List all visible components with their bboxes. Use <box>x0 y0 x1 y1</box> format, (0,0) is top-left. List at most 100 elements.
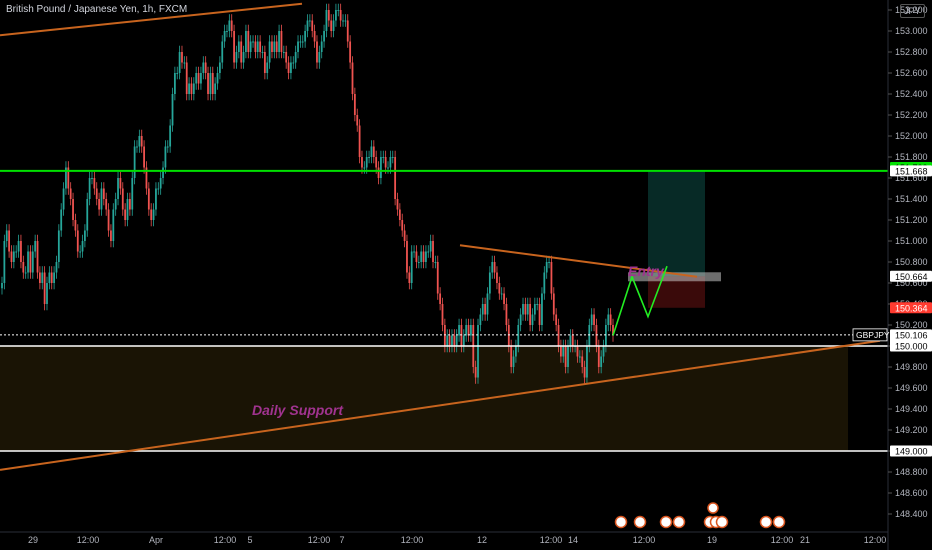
candle <box>335 10 337 21</box>
candle <box>261 52 264 53</box>
candle <box>432 241 434 262</box>
candle <box>171 94 174 126</box>
candle <box>83 230 86 241</box>
candle <box>195 73 198 84</box>
candle <box>8 230 11 252</box>
candle <box>609 314 612 325</box>
candle <box>162 167 164 178</box>
candle <box>451 335 453 346</box>
event-marker <box>715 515 729 529</box>
price-label: 150.364 <box>895 303 928 313</box>
candle <box>564 346 567 367</box>
candle <box>50 272 53 283</box>
candle <box>273 41 276 52</box>
daily-support-zone <box>0 346 848 451</box>
candle <box>548 262 550 263</box>
candle <box>36 241 39 273</box>
price-label-bg <box>890 340 932 352</box>
candle <box>65 167 67 189</box>
candle <box>287 62 290 73</box>
candle <box>517 325 520 346</box>
candle <box>185 62 188 94</box>
candle <box>453 335 456 346</box>
candle <box>268 41 271 63</box>
candle <box>408 272 411 283</box>
x-tick-label: Apr <box>149 535 163 545</box>
candle <box>531 314 534 325</box>
candle <box>15 251 18 253</box>
candle <box>571 335 574 346</box>
candle <box>361 157 363 168</box>
candle <box>242 52 245 63</box>
candle <box>240 41 243 63</box>
price-label: 150.000 <box>895 342 928 352</box>
candle <box>53 272 56 283</box>
candle <box>43 272 46 304</box>
candle <box>536 304 539 305</box>
candle <box>209 73 212 94</box>
candle <box>128 199 131 210</box>
candle <box>211 73 214 94</box>
candle <box>512 356 515 367</box>
candle <box>152 209 155 220</box>
y-tick-label: 152.800 <box>895 47 928 57</box>
candle <box>526 304 529 315</box>
candle <box>145 167 148 189</box>
x-tick-label: 14 <box>568 535 578 545</box>
candle <box>159 178 162 189</box>
y-tick-label: 149.800 <box>895 362 928 372</box>
candle <box>604 325 607 346</box>
candle <box>443 325 446 346</box>
candle <box>259 41 262 52</box>
candle <box>218 62 221 73</box>
candle <box>368 157 370 158</box>
x-tick-label: 12:00 <box>633 535 656 545</box>
candle <box>507 325 510 346</box>
candle <box>552 293 555 315</box>
candle <box>612 325 614 336</box>
candle <box>69 188 72 199</box>
x-tick-label: 7 <box>339 535 344 545</box>
candle <box>256 41 259 52</box>
candle <box>76 230 79 252</box>
candle <box>216 73 219 84</box>
y-tick-label: 149.400 <box>895 404 928 414</box>
price-label-bg <box>890 270 932 282</box>
candle <box>600 356 603 367</box>
candle <box>384 157 387 168</box>
candle <box>387 167 389 169</box>
candle <box>247 31 250 52</box>
candle <box>297 41 299 52</box>
candle <box>176 73 179 74</box>
candle <box>105 199 108 210</box>
candle <box>79 251 82 253</box>
trendline-top-left <box>0 2 303 37</box>
candle <box>308 20 311 22</box>
candle <box>41 272 44 283</box>
candle <box>491 262 494 273</box>
candle <box>200 73 202 84</box>
candle <box>173 73 176 94</box>
candle <box>429 241 432 252</box>
candle <box>138 136 141 147</box>
candle <box>110 230 112 241</box>
currency-badge[interactable]: JPY <box>900 4 925 18</box>
candle <box>150 209 153 220</box>
candle <box>226 31 228 32</box>
event-marker <box>659 515 673 529</box>
candle <box>588 325 591 346</box>
candle <box>479 314 482 325</box>
candle <box>299 41 302 43</box>
y-tick-label: 152.600 <box>895 68 928 78</box>
candle <box>550 262 553 294</box>
candle <box>586 346 588 378</box>
candle <box>245 31 247 52</box>
price-label-bg <box>890 165 932 177</box>
x-tick-label: 12:00 <box>401 535 424 545</box>
candle <box>602 346 605 357</box>
candle <box>74 220 77 231</box>
candle <box>131 178 134 210</box>
candle <box>458 325 460 336</box>
y-tick-label: 153.200 <box>895 5 928 15</box>
